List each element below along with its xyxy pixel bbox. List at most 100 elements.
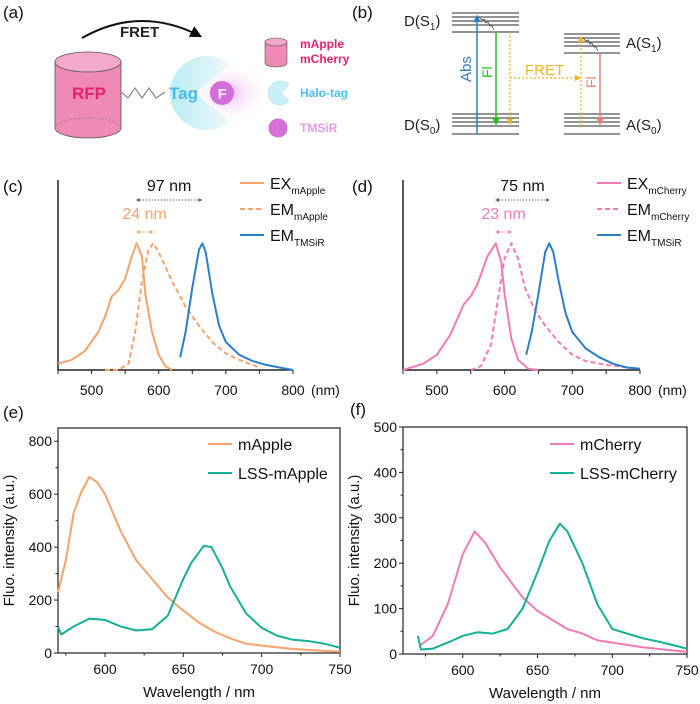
series-line-em-tmsir <box>525 242 641 370</box>
donor-s0-label: D(S0) <box>404 117 440 137</box>
plot-frame <box>402 426 688 655</box>
energy-level-diagram <box>452 12 620 135</box>
legend-label-main: EM <box>627 202 651 219</box>
transitions: Abs Fl FRET Fl D(S1) D(S0) A(S1) A(S0) <box>404 13 662 137</box>
series-line-mapple <box>57 476 341 653</box>
linker-icon <box>120 86 166 100</box>
legend-label: EMmCherry <box>627 202 689 223</box>
x-tick-label: 600 <box>451 662 475 678</box>
legend-label-subscript: mCherry <box>651 212 689 223</box>
legend-label-main: EM <box>627 228 651 245</box>
y-tick-label: 0 <box>44 645 52 661</box>
legend-label: EXmApple <box>270 176 326 197</box>
acceptor-levels <box>564 33 620 135</box>
legend-halo-tag: Halo-tag <box>300 86 348 100</box>
tmsir-fluorophore-icon <box>210 81 234 105</box>
x-tick-label: 750 <box>675 662 699 678</box>
x-axis-label: Wavelength / nm <box>489 685 601 702</box>
y-tick-label: 0 <box>389 646 397 662</box>
y-tick-label: 200 <box>29 592 53 608</box>
charts: 500 600 700 800 (nm)EXmAppleEMmAppleEMTMSiR9… <box>1 176 699 702</box>
x-tick-label: 600 <box>93 661 117 677</box>
stokes-shift-total-label: 75 nm <box>500 178 544 195</box>
legend-mcherry: mCherry <box>300 52 350 66</box>
legend-label-main: LSS-mApple <box>238 466 328 483</box>
x-axis-label: Wavelength / nm <box>143 684 255 701</box>
legend-label: mCherry <box>580 437 641 454</box>
x-tick-label: 500 <box>425 382 449 398</box>
chart-d: 500 600 700 800 (nm)EXmCherryEMmCherryEMTMSi… <box>402 176 689 398</box>
series-line-em-mcherry <box>470 242 641 371</box>
panel-label-b: (b) <box>352 3 373 22</box>
x-tick-label: 600 <box>147 382 171 398</box>
legend-mapple: mApple <box>300 37 344 51</box>
y-tick-label: 600 <box>29 486 53 502</box>
stokes-shift-protein-label: 23 nm <box>481 206 525 223</box>
panel-label-d: (d) <box>352 177 373 196</box>
x-tick-label: 700 <box>561 382 585 398</box>
series-line-ex-mapple <box>57 242 173 371</box>
x-unit-label: (nm) <box>658 382 687 398</box>
donor-levels <box>452 12 519 135</box>
stokes-shift-protein-label: 24 nm <box>122 206 166 223</box>
acceptor-s0-label: A(S0) <box>626 117 662 137</box>
chart-c: 500 600 700 800 (nm)EXmAppleEMmAppleEMTMSiR9… <box>57 176 340 398</box>
series-line-lss-mcherry <box>416 522 688 651</box>
legend-label-subscript: TMSiR <box>651 238 682 249</box>
legend-label-main: EM <box>270 202 294 219</box>
x-tick-label: 750 <box>328 661 352 677</box>
x-tick-label: 800 <box>628 382 652 398</box>
fret-schematic: FRET RFP Tag F mApple mCherry Halo-tag T… <box>54 20 350 139</box>
series-line-ex-mcherry <box>402 242 539 371</box>
chart-f: 600 650 700 750 0 100 200 300 400 500 Wavelength /… <box>346 419 699 702</box>
legend-label-subscript: mApple <box>291 186 325 197</box>
series-line-lss-mapple <box>57 544 341 649</box>
y-axis-label: Fluo. intensity (a.u.) <box>346 475 363 607</box>
y-tick-label: 400 <box>29 539 53 555</box>
legend-label-main: LSS-mCherry <box>580 466 677 483</box>
x-tick-label: 500 <box>80 382 104 398</box>
chart-e: 600 650 700 750 0 200 400 600 800 Wavelength / nm… <box>1 427 352 701</box>
y-tick-label: 100 <box>374 601 398 617</box>
legend-label-main: mApple <box>238 437 292 454</box>
fluorophore-label: F <box>218 86 227 102</box>
series-line-mcherry <box>420 530 688 653</box>
legend-label: LSS-mApple <box>238 466 328 483</box>
y-tick-label: 500 <box>374 419 398 435</box>
fret-arrow-label: FRET <box>120 24 159 41</box>
relaxation-squiggle-icon <box>478 16 495 31</box>
acceptor-fl-label: Fl <box>583 76 599 88</box>
tag-label: Tag <box>169 84 198 103</box>
y-tick-label: 300 <box>374 510 398 526</box>
legend-tmsir-icon <box>268 118 288 138</box>
legend-label-subscript: TMSiR <box>294 238 325 249</box>
legend-halo-tag-icon <box>267 80 290 106</box>
panel-label-f: (f) <box>350 400 366 419</box>
fret-label: FRET <box>525 62 564 79</box>
halo-tag-icon <box>170 56 230 131</box>
legend-label: LSS-mCherry <box>580 466 677 483</box>
y-tick-label: 400 <box>374 464 398 480</box>
x-tick-label: 700 <box>214 382 238 398</box>
stokes-shift-total-label: 97 nm <box>147 178 191 195</box>
panel-label-a: (a) <box>3 3 24 22</box>
legend-label: EMTMSiR <box>627 228 682 249</box>
x-tick-label: 700 <box>250 661 274 677</box>
legend-cylinder-icon <box>264 37 288 68</box>
legend-label: EMTMSiR <box>270 228 325 249</box>
series-line-em-tmsir <box>179 242 294 371</box>
y-axis-label: Fluo. intensity (a.u.) <box>1 475 18 607</box>
x-tick-label: 650 <box>526 662 550 678</box>
series-line-em-mapple <box>105 242 260 371</box>
donor-fl-label: Fl <box>479 66 495 78</box>
plot-frame <box>57 427 341 654</box>
legend-label: mApple <box>238 437 292 454</box>
panel-label-c: (c) <box>3 177 23 196</box>
x-tick-label: 700 <box>601 662 625 678</box>
y-tick-label: 200 <box>374 555 398 571</box>
x-tick-label: 650 <box>172 661 196 677</box>
rfp-cylinder-icon <box>54 51 122 139</box>
legend-label-main: EX <box>627 176 649 193</box>
